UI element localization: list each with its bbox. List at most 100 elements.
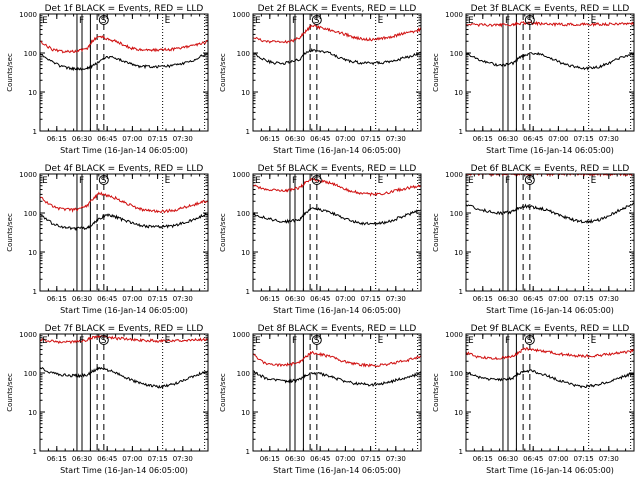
x-axis-label: Start Time (16-Jan-14 06:05:00)	[486, 306, 614, 315]
x-tick-label: 06:30	[72, 295, 92, 303]
marker-circle	[524, 335, 535, 345]
y-tick-label: 100	[24, 370, 37, 378]
x-tick-label: 07:15	[361, 295, 381, 303]
marker-circle	[98, 15, 109, 25]
y-tick-label: 1000	[19, 331, 37, 339]
x-tick-label: 07:00	[335, 455, 355, 463]
y-tick-label: 1000	[19, 171, 37, 179]
events-series-line	[39, 212, 209, 232]
marker-label: F	[292, 336, 297, 346]
plot-frame	[465, 333, 635, 452]
y-axis-label: Counts/sec	[219, 213, 227, 252]
x-tick-label: 06:30	[498, 135, 518, 143]
marker-label: E	[42, 16, 48, 26]
lld-series-line	[39, 35, 209, 54]
panel-title: Det 3f BLACK = Events, RED = LLD	[471, 4, 630, 14]
marker-label: E	[255, 336, 261, 346]
x-tick-label: 07:15	[574, 455, 594, 463]
lld-series-line	[39, 191, 209, 214]
y-tick-label: 1	[246, 288, 250, 296]
marker-label: F	[505, 336, 510, 346]
marker-circle	[98, 335, 109, 345]
x-axis-label: Start Time (16-Jan-14 06:05:00)	[486, 146, 614, 155]
marker-label: F	[505, 176, 510, 186]
x-tick-label: 07:00	[548, 295, 568, 303]
x-tick-label: 07:30	[599, 455, 619, 463]
x-tick-label: 06:45	[310, 135, 330, 143]
x-tick-label: 07:00	[335, 135, 355, 143]
x-tick-label: 06:45	[523, 455, 543, 463]
x-tick-label: 07:15	[361, 455, 381, 463]
y-tick-label: 10	[241, 409, 250, 417]
y-tick-label: 10	[454, 249, 463, 257]
y-axis-label: Counts/sec	[6, 213, 14, 252]
x-tick-label: 06:15	[260, 295, 280, 303]
panel-title: Det 7f BLACK = Events, RED = LLD	[45, 324, 204, 334]
y-tick-label: 1	[33, 288, 37, 296]
x-tick-label: 06:45	[97, 135, 117, 143]
y-tick-label: 1	[246, 128, 250, 136]
marker-label: S	[314, 176, 320, 186]
x-tick-label: 07:00	[122, 455, 142, 463]
events-series-line	[252, 370, 422, 387]
x-tick-label: 07:15	[361, 135, 381, 143]
plot-frame	[252, 13, 422, 132]
y-tick-label: 10	[241, 249, 250, 257]
y-tick-label: 100	[237, 50, 250, 58]
marker-label: S	[101, 16, 107, 26]
x-axis-label: Start Time (16-Jan-14 06:05:00)	[486, 466, 614, 475]
x-axis-label: Start Time (16-Jan-14 06:05:00)	[60, 146, 188, 155]
y-tick-label: 1	[33, 128, 37, 136]
x-tick-label: 06:15	[473, 295, 493, 303]
x-tick-label: 06:45	[97, 295, 117, 303]
x-tick-label: 07:00	[548, 455, 568, 463]
x-tick-label: 06:30	[285, 135, 305, 143]
y-axis-label: Counts/sec	[432, 213, 440, 252]
x-tick-label: 07:30	[173, 295, 193, 303]
lld-series-line	[465, 20, 635, 28]
marker-label: E	[591, 336, 597, 346]
panel-title: Det 9f BLACK = Events, RED = LLD	[471, 324, 630, 334]
detector-panel: Det 4f BLACK = Events, RED = LLD Counts/s…	[6, 164, 209, 315]
y-tick-label: 100	[450, 210, 463, 218]
x-tick-label: 06:15	[47, 295, 67, 303]
plot-frame	[465, 13, 635, 132]
marker-label: S	[101, 336, 107, 346]
x-tick-label: 06:30	[72, 135, 92, 143]
x-tick-label: 06:45	[523, 295, 543, 303]
marker-circle	[524, 175, 535, 185]
x-tick-label: 07:30	[386, 295, 406, 303]
y-tick-label: 10	[241, 89, 250, 97]
marker-label: E	[378, 16, 384, 26]
detector-panel: Det 3f BLACK = Events, RED = LLD Counts/s…	[432, 4, 635, 155]
marker-label: E	[165, 16, 171, 26]
lld-series-line	[252, 350, 422, 368]
y-axis-label: Counts/sec	[6, 373, 14, 412]
marker-label: E	[591, 176, 597, 186]
x-tick-label: 06:15	[473, 455, 493, 463]
marker-label: E	[255, 176, 261, 186]
y-tick-label: 1000	[445, 171, 463, 179]
y-tick-label: 100	[237, 210, 250, 218]
x-tick-label: 07:15	[148, 455, 168, 463]
events-series-line	[465, 369, 635, 389]
x-tick-label: 06:45	[310, 295, 330, 303]
panel-title: Det 4f BLACK = Events, RED = LLD	[45, 164, 204, 174]
x-tick-label: 07:30	[173, 455, 193, 463]
x-tick-label: 07:00	[335, 295, 355, 303]
marker-circle	[98, 175, 109, 185]
x-tick-label: 06:30	[285, 455, 305, 463]
detector-panel: Det 7f BLACK = Events, RED = LLD Counts/s…	[6, 324, 209, 475]
x-tick-label: 07:00	[122, 295, 142, 303]
x-tick-label: 07:15	[574, 135, 594, 143]
x-tick-label: 06:30	[285, 295, 305, 303]
marker-circle	[311, 335, 322, 345]
y-tick-label: 1000	[232, 171, 250, 179]
events-series-line	[39, 366, 209, 389]
y-tick-label: 1	[459, 448, 463, 456]
y-axis-label: Counts/sec	[219, 53, 227, 92]
x-tick-label: 07:00	[548, 135, 568, 143]
x-tick-label: 07:30	[173, 135, 193, 143]
marker-label: S	[527, 16, 533, 26]
